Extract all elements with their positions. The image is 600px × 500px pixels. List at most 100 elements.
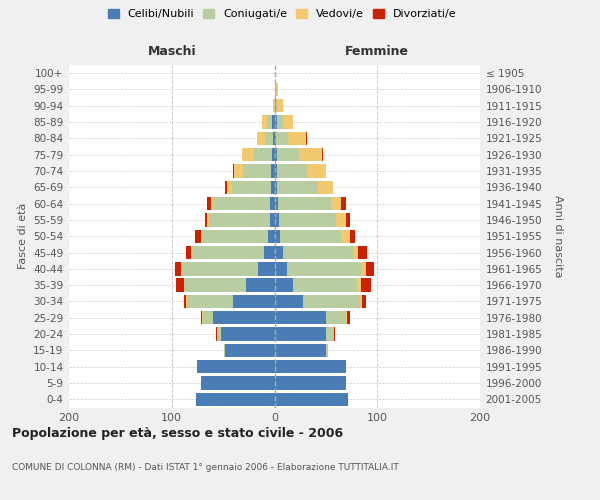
Bar	[193, 246, 264, 259]
Bar	[280, 230, 341, 243]
Bar	[278, 197, 331, 210]
Bar	[186, 295, 187, 308]
Bar	[211, 197, 214, 210]
Bar	[274, 99, 275, 112]
Bar	[293, 278, 356, 292]
Text: Popolazione per età, sesso e stato civile - 2006: Popolazione per età, sesso e stato civil…	[12, 428, 343, 440]
Bar	[346, 311, 347, 324]
Bar	[184, 278, 246, 292]
Bar	[358, 246, 367, 259]
Bar	[271, 214, 275, 226]
Bar	[216, 328, 217, 341]
Bar	[242, 148, 254, 162]
Bar	[275, 148, 277, 162]
Bar	[200, 230, 202, 243]
Bar	[326, 344, 328, 357]
Bar	[197, 360, 275, 374]
Bar	[268, 116, 272, 129]
Bar	[277, 180, 317, 194]
Bar	[366, 262, 374, 276]
Bar	[287, 262, 361, 276]
Bar	[176, 278, 184, 292]
Bar	[225, 180, 227, 194]
Y-axis label: Anni di nascita: Anni di nascita	[553, 195, 563, 278]
Bar	[361, 278, 371, 292]
Bar	[209, 214, 271, 226]
Bar	[275, 164, 277, 177]
Bar	[275, 311, 326, 324]
Bar	[202, 230, 268, 243]
Bar	[275, 180, 277, 194]
Bar	[275, 278, 293, 292]
Bar	[331, 197, 341, 210]
Bar	[206, 197, 211, 210]
Bar	[265, 132, 274, 145]
Bar	[227, 180, 232, 194]
Bar	[334, 328, 335, 341]
Bar	[200, 376, 275, 390]
Bar	[246, 278, 275, 292]
Bar	[235, 164, 242, 177]
Bar	[202, 311, 203, 324]
Bar	[356, 278, 361, 292]
Bar	[275, 360, 346, 374]
Bar	[217, 328, 221, 341]
Bar	[275, 376, 346, 390]
Bar	[205, 214, 206, 226]
Bar	[361, 262, 366, 276]
Bar	[275, 83, 278, 96]
Bar	[264, 246, 275, 259]
Bar	[275, 328, 326, 341]
Bar	[299, 148, 322, 162]
Bar	[206, 214, 209, 226]
Bar	[254, 148, 272, 162]
Bar	[272, 116, 275, 129]
Bar	[242, 164, 271, 177]
Bar	[214, 197, 271, 210]
Bar	[274, 132, 275, 145]
Bar	[307, 164, 326, 177]
Bar	[277, 148, 299, 162]
Bar	[362, 295, 366, 308]
Bar	[200, 311, 202, 324]
Bar	[275, 214, 278, 226]
Bar	[277, 116, 283, 129]
Y-axis label: Fasce di età: Fasce di età	[17, 203, 28, 270]
Bar	[257, 132, 265, 145]
Bar	[346, 214, 350, 226]
Bar	[317, 180, 333, 194]
Bar	[326, 311, 346, 324]
Bar	[275, 262, 287, 276]
Bar	[271, 180, 275, 194]
Bar	[275, 197, 278, 210]
Bar	[275, 295, 303, 308]
Legend: Celibi/Nubili, Coniugati/e, Vedovi/e, Divorziati/e: Celibi/Nubili, Coniugati/e, Vedovi/e, Di…	[104, 6, 460, 22]
Bar	[175, 262, 181, 276]
Bar	[341, 197, 346, 210]
Bar	[275, 230, 280, 243]
Bar	[275, 132, 288, 145]
Bar	[221, 328, 275, 341]
Bar	[233, 164, 235, 177]
Bar	[196, 392, 275, 406]
Bar	[353, 246, 358, 259]
Bar	[360, 295, 362, 308]
Bar	[186, 246, 191, 259]
Bar	[271, 164, 275, 177]
Bar	[232, 180, 271, 194]
Bar	[322, 148, 323, 162]
Bar	[196, 230, 200, 243]
Bar	[275, 344, 326, 357]
Bar	[278, 99, 283, 112]
Text: Femmine: Femmine	[345, 46, 409, 59]
Bar	[262, 116, 268, 129]
Bar	[271, 197, 275, 210]
Bar	[303, 295, 360, 308]
Bar	[181, 262, 258, 276]
Bar	[275, 99, 278, 112]
Bar	[347, 311, 350, 324]
Bar	[258, 262, 275, 276]
Bar	[277, 164, 307, 177]
Bar	[288, 132, 307, 145]
Bar	[268, 230, 275, 243]
